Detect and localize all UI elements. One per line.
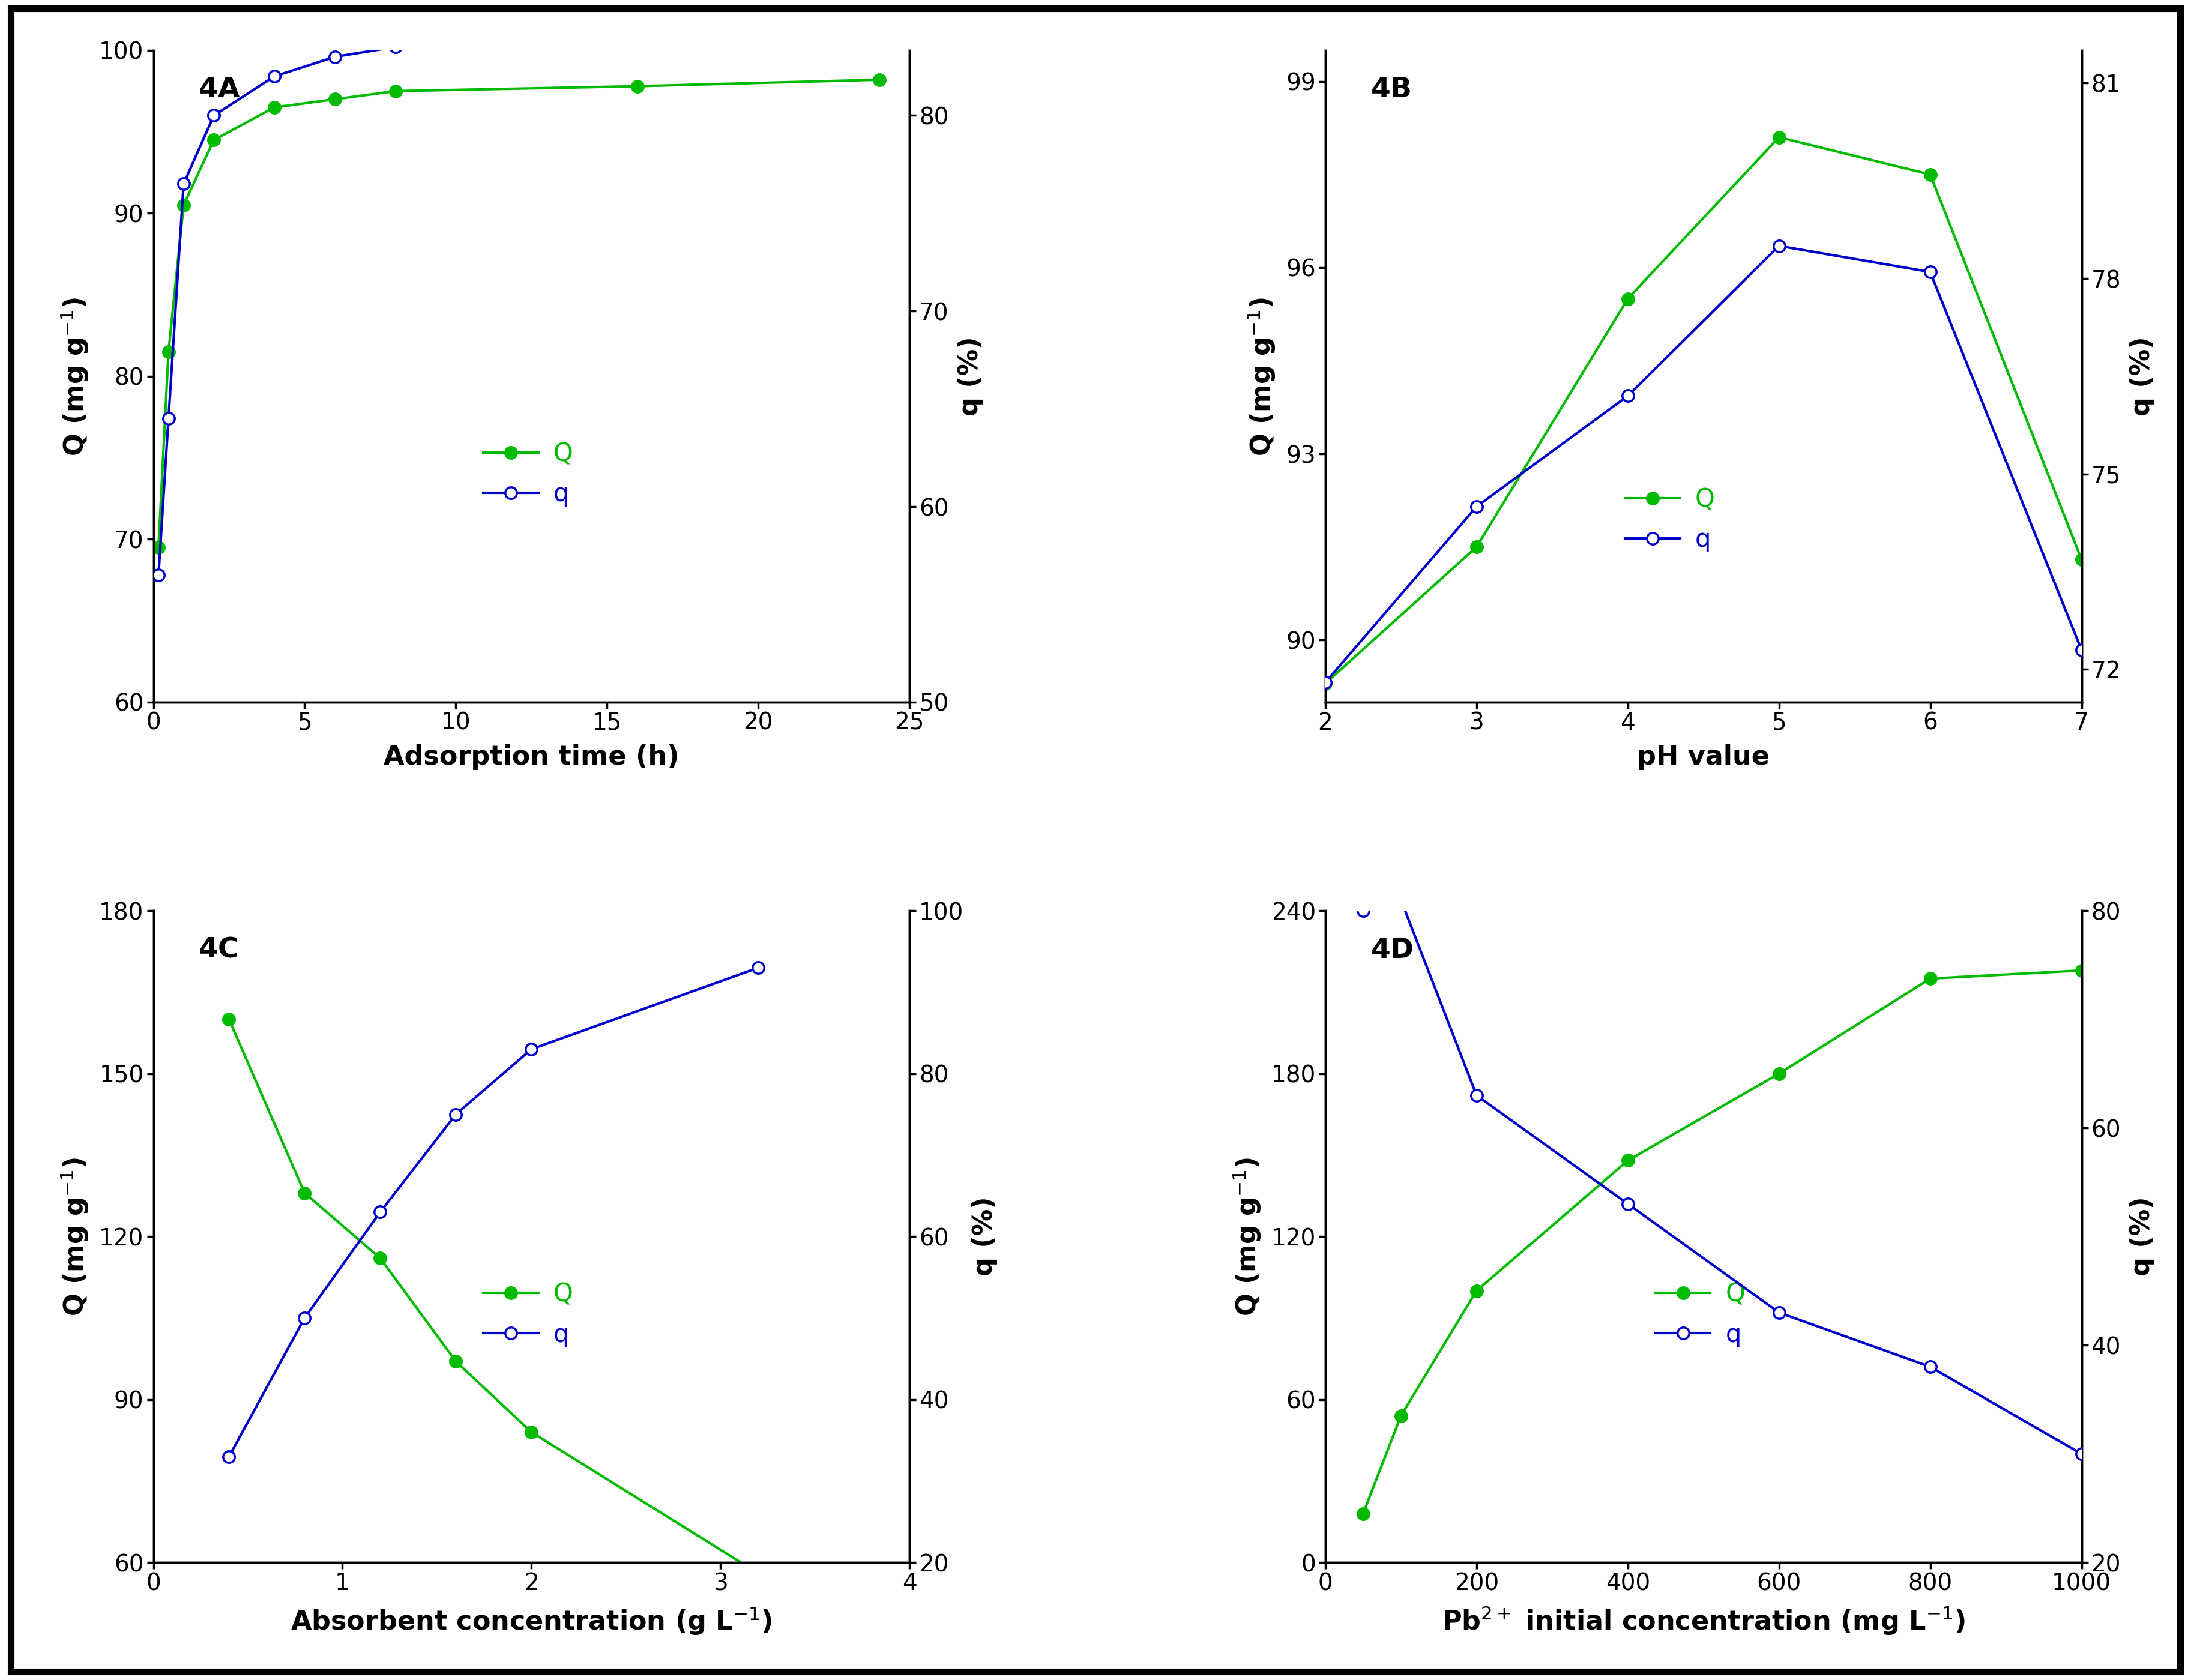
Q [1387, 1406, 1413, 1426]
q [1766, 1302, 1792, 1322]
Q [1766, 128, 1792, 148]
Y-axis label: q (%): q (%) [2130, 1196, 2156, 1277]
Q [202, 129, 228, 150]
Legend: Q, q: Q, q [484, 1282, 574, 1347]
Line: q: q [153, 22, 885, 581]
Q [1766, 1063, 1792, 1084]
X-axis label: pH value: pH value [1637, 744, 1770, 771]
Q [1917, 165, 1943, 185]
Q [2068, 961, 2095, 981]
Q [519, 1421, 546, 1441]
Q [156, 341, 182, 361]
Q [217, 1010, 243, 1030]
Q [381, 81, 408, 101]
q [2068, 1443, 2095, 1463]
q [443, 1104, 469, 1124]
Text: 4B: 4B [1372, 77, 1413, 104]
q [1917, 262, 1943, 282]
q [202, 106, 228, 126]
Text: 4D: 4D [1372, 937, 1413, 964]
q [145, 564, 171, 585]
Q [368, 1248, 394, 1268]
q [1766, 235, 1792, 255]
q [261, 66, 287, 86]
Line: Q: Q [153, 74, 885, 553]
Y-axis label: q (%): q (%) [2130, 336, 2156, 417]
q [1350, 900, 1376, 921]
X-axis label: Adsorption time (h): Adsorption time (h) [383, 744, 679, 771]
q [1615, 386, 1641, 407]
q [1917, 1357, 1943, 1378]
q [1615, 1194, 1641, 1215]
q [1387, 890, 1413, 911]
q [519, 1040, 546, 1060]
Line: Q: Q [1319, 131, 2088, 689]
Q [1312, 674, 1339, 694]
Y-axis label: Q (mg g$^{-1}$): Q (mg g$^{-1}$) [1247, 297, 1277, 455]
q [381, 37, 408, 57]
Q [1464, 538, 1490, 558]
Text: 4A: 4A [199, 77, 241, 104]
Y-axis label: Q (mg g$^{-1}$): Q (mg g$^{-1}$) [59, 1158, 90, 1315]
Q [2068, 549, 2095, 570]
q [171, 173, 197, 193]
Y-axis label: q (%): q (%) [973, 1196, 997, 1277]
Legend: Q, q: Q, q [484, 442, 574, 507]
Q [261, 97, 287, 118]
Line: q: q [1356, 894, 2088, 1460]
X-axis label: Absorbent concentration (g L$^{-1}$): Absorbent concentration (g L$^{-1}$) [291, 1604, 771, 1636]
Q [1917, 968, 1943, 988]
q [368, 1201, 394, 1221]
q [217, 1446, 243, 1467]
Line: Q: Q [223, 1013, 765, 1579]
Q [1615, 1151, 1641, 1171]
Q [322, 89, 348, 109]
Q [443, 1351, 469, 1371]
Y-axis label: Q (mg g$^{-1}$): Q (mg g$^{-1}$) [1231, 1158, 1262, 1315]
Q [291, 1183, 318, 1203]
q [1464, 497, 1490, 517]
Q [145, 538, 171, 558]
q [1464, 1085, 1490, 1105]
q [291, 1309, 318, 1329]
Q [745, 1562, 771, 1583]
q [1312, 672, 1339, 692]
Legend: Q, q: Q, q [1626, 487, 1716, 553]
q [156, 408, 182, 428]
q [865, 17, 892, 37]
Legend: Q, q: Q, q [1656, 1282, 1746, 1347]
Line: Q: Q [1356, 964, 2088, 1519]
Q [1615, 289, 1641, 309]
q [624, 27, 651, 47]
Line: q: q [1319, 240, 2088, 689]
Line: q: q [223, 963, 765, 1462]
q [2068, 640, 2095, 660]
Y-axis label: q (%): q (%) [957, 336, 984, 417]
Q [865, 69, 892, 89]
Q [171, 195, 197, 215]
X-axis label: Pb$^{2+}$ initial concentration (mg L$^{-1}$): Pb$^{2+}$ initial concentration (mg L$^{… [1442, 1604, 1965, 1636]
Q [624, 76, 651, 96]
q [322, 47, 348, 67]
Q [1464, 1280, 1490, 1300]
Y-axis label: Q (mg g$^{-1}$): Q (mg g$^{-1}$) [59, 297, 90, 455]
Q [1350, 1504, 1376, 1524]
q [745, 958, 771, 978]
Text: 4C: 4C [199, 937, 239, 964]
